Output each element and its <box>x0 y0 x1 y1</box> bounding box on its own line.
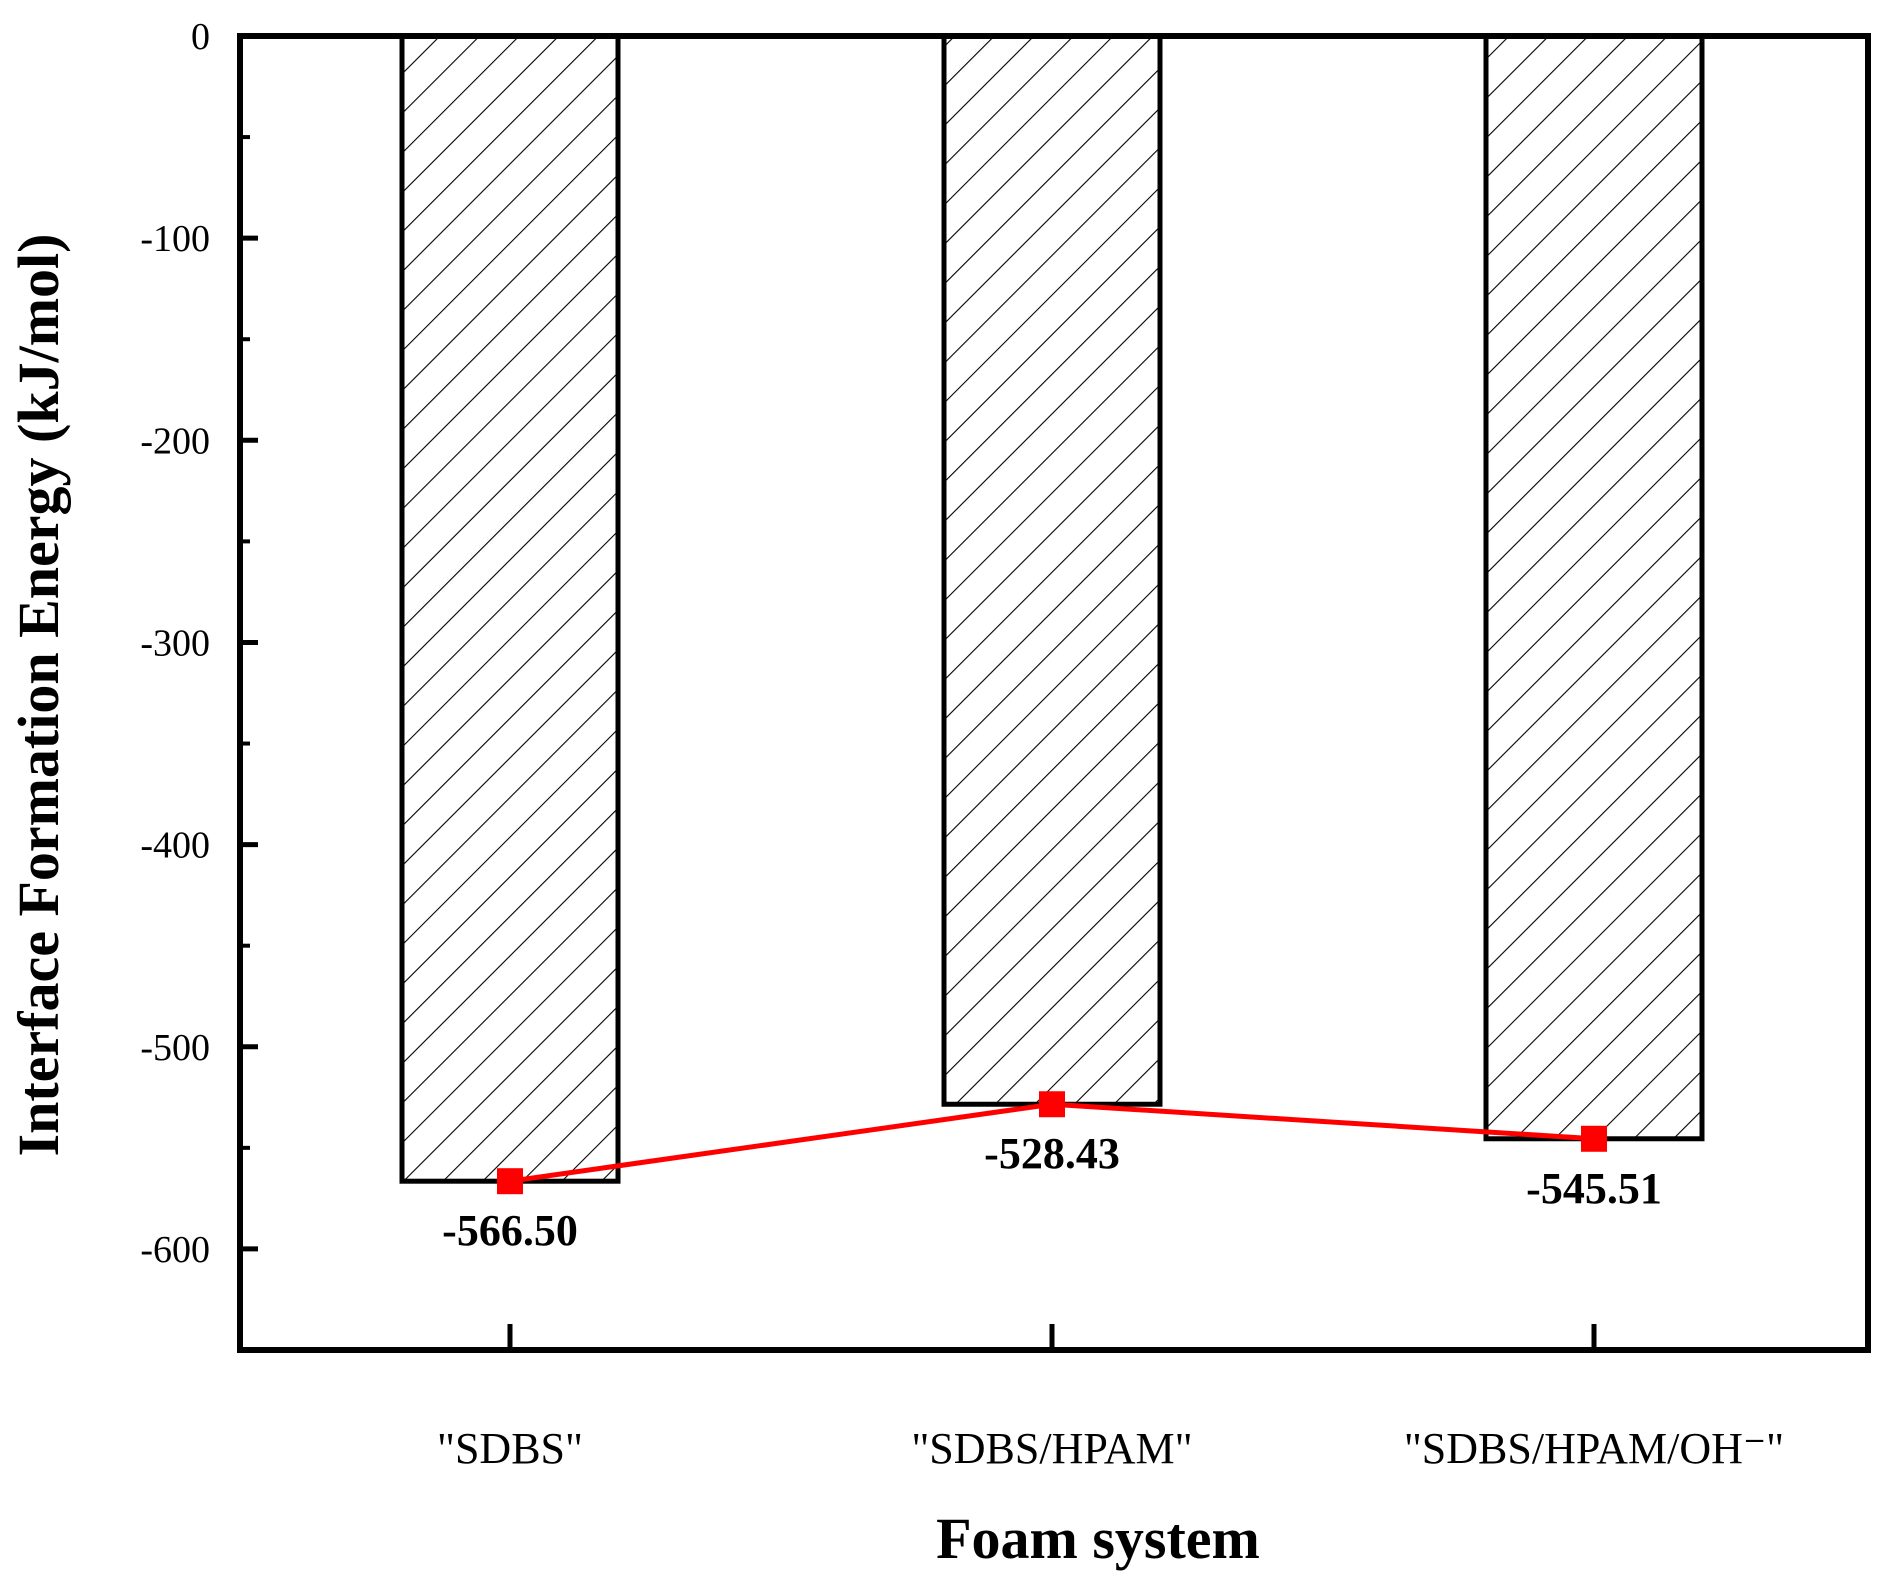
x-tick-label-2: "SDBS/HPAM/OH⁻" <box>1404 1424 1784 1473</box>
bars-layer <box>399 33 1705 1184</box>
bar-1 <box>941 33 1163 1107</box>
y-axis-ticks: 0 -100 -200 -300 -400 -500 -600 <box>140 16 258 1352</box>
data-label-2: -545.51 <box>1526 1164 1662 1213</box>
x-tick-label-0: "SDBS" <box>437 1424 583 1473</box>
data-label-1: -528.43 <box>984 1129 1120 1178</box>
y-tick-label-6: -600 <box>140 1229 210 1271</box>
bar-2 <box>1483 33 1705 1142</box>
y-tick-label-2: -200 <box>140 420 210 462</box>
y-tick-label-1: -100 <box>140 218 210 260</box>
marker-0 <box>497 1168 523 1195</box>
y-tick-label-5: -500 <box>140 1027 210 1069</box>
data-label-0: -566.50 <box>442 1206 578 1255</box>
y-tick-label-0: 0 <box>191 16 210 58</box>
y-tick-label-4: -400 <box>140 825 210 867</box>
x-tick-label-1: "SDBS/HPAM" <box>911 1424 1192 1473</box>
data-labels-layer: -566.50 -528.43 -545.51 <box>442 1129 1662 1255</box>
y-axis-title: Interface Formation Energy (kJ/mol) <box>6 234 71 1157</box>
marker-1 <box>1039 1091 1065 1118</box>
bar-0 <box>399 33 621 1184</box>
x-axis-title: Foam system <box>936 1506 1260 1571</box>
marker-2 <box>1581 1125 1607 1152</box>
x-axis-ticks: "SDBS" "SDBS/HPAM" "SDBS/HPAM/OH⁻" <box>437 1324 1784 1473</box>
y-tick-label-3: -300 <box>140 622 210 664</box>
overlay-line-layer <box>497 1091 1607 1195</box>
